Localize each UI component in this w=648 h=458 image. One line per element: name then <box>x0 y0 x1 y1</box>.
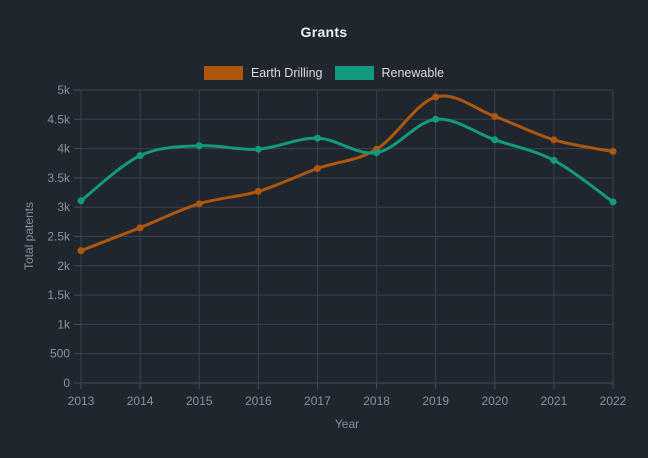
y-tick-label: 5k <box>57 83 71 97</box>
y-tick-label: 1.5k <box>47 288 71 302</box>
data-point-renewable-2017[interactable] <box>313 134 321 142</box>
data-point-earth-drilling-2013[interactable] <box>77 247 85 255</box>
data-point-renewable-2015[interactable] <box>195 142 203 150</box>
legend: Earth Drilling Renewable <box>0 66 648 80</box>
legend-swatch-renewable <box>334 66 374 80</box>
legend-label-renewable: Renewable <box>381 66 445 80</box>
data-point-earth-drilling-2017[interactable] <box>313 165 321 172</box>
series-line-earth-drilling <box>79 94 615 253</box>
y-tick-label: 2k <box>57 259 71 273</box>
y-tick-label: 3.5k <box>47 171 71 185</box>
x-tick-label: 2015 <box>186 394 213 408</box>
data-point-renewable-2019[interactable] <box>432 115 440 123</box>
data-point-renewable-2016[interactable] <box>254 145 262 153</box>
legend-label-earth-drilling: Earth Drilling <box>250 66 323 80</box>
x-tick-label: 2014 <box>127 394 154 408</box>
y-tick-label: 0 <box>63 376 70 390</box>
legend-item-renewable[interactable]: Renewable <box>334 66 445 80</box>
legend-item-earth-drilling[interactable]: Earth Drilling <box>203 66 323 80</box>
data-point-earth-drilling-2021[interactable] <box>550 136 558 144</box>
x-tick-label: 2013 <box>68 394 95 408</box>
series-line-renewable <box>79 117 615 204</box>
data-point-renewable-2014[interactable] <box>136 152 144 160</box>
x-tick-label: 2020 <box>481 394 508 408</box>
data-point-earth-drilling-2019[interactable] <box>432 93 440 101</box>
data-point-renewable-2022[interactable] <box>609 198 617 206</box>
x-tick-label: 2017 <box>304 394 331 408</box>
x-tick-label: 2019 <box>422 394 449 408</box>
data-point-earth-drilling-2016[interactable] <box>254 187 262 195</box>
data-point-earth-drilling-2014[interactable] <box>136 224 144 232</box>
x-axis-title: Year <box>334 417 360 431</box>
data-point-renewable-2020[interactable] <box>491 136 499 144</box>
chart-title: Grants <box>300 24 348 40</box>
x-tick-label: 2021 <box>541 394 568 408</box>
x-tick-label: 2016 <box>245 394 272 408</box>
y-tick-label: 2.5k <box>47 230 71 244</box>
y-tick-label: 4.5k <box>47 112 71 126</box>
y-axis-title: Total patents <box>22 201 36 271</box>
y-tick-label: 500 <box>50 347 70 361</box>
y-tick-label: 1k <box>57 317 71 331</box>
data-point-earth-drilling-2015[interactable] <box>195 200 203 208</box>
y-tick-label: 4k <box>57 142 71 156</box>
data-point-renewable-2018[interactable] <box>373 149 381 157</box>
data-point-earth-drilling-2022[interactable] <box>609 148 617 155</box>
x-tick-label: 2018 <box>363 394 390 408</box>
data-point-renewable-2021[interactable] <box>550 156 558 164</box>
x-tick-label: 2022 <box>600 394 627 408</box>
legend-swatch-earth-drilling <box>203 66 243 80</box>
y-tick-label: 3k <box>57 200 71 214</box>
data-point-earth-drilling-2020[interactable] <box>491 112 499 120</box>
data-point-renewable-2013[interactable] <box>77 197 85 205</box>
